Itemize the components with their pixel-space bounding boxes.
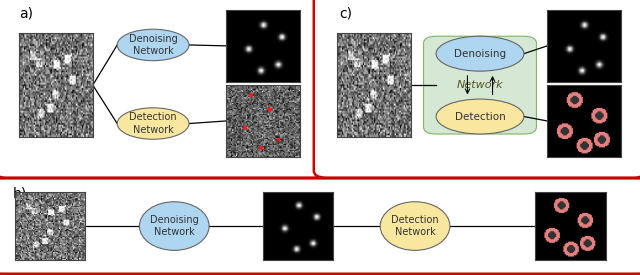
Text: Network: Network <box>457 80 503 90</box>
Ellipse shape <box>117 29 189 61</box>
Text: Denoising
Network: Denoising Network <box>150 215 198 237</box>
Ellipse shape <box>436 36 524 71</box>
Text: Detection: Detection <box>454 112 506 122</box>
Ellipse shape <box>436 99 524 134</box>
Ellipse shape <box>140 202 209 250</box>
FancyBboxPatch shape <box>0 178 640 274</box>
Text: a): a) <box>19 7 33 21</box>
FancyBboxPatch shape <box>314 0 640 178</box>
Text: Denoising
Network: Denoising Network <box>129 34 177 56</box>
Text: Detection
Network: Detection Network <box>129 112 177 135</box>
Ellipse shape <box>380 202 450 250</box>
Text: c): c) <box>339 7 352 21</box>
Text: Detection
Network: Detection Network <box>391 215 439 237</box>
FancyBboxPatch shape <box>0 0 325 178</box>
Ellipse shape <box>117 108 189 139</box>
FancyBboxPatch shape <box>424 36 536 134</box>
Text: Denoising: Denoising <box>454 49 506 59</box>
Text: b): b) <box>13 187 27 201</box>
